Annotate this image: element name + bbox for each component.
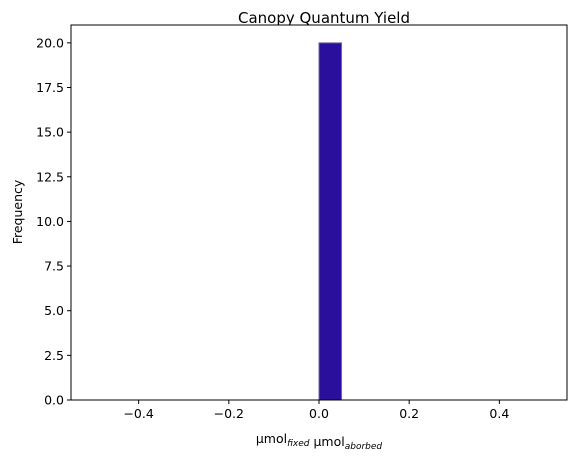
x-tick-label: 0.2 [399, 406, 419, 421]
histogram-bar [318, 42, 343, 401]
x-tick-label: 0.0 [309, 406, 329, 421]
y-tick-label: 5.0 [44, 303, 64, 318]
y-tick-label: 7.5 [44, 259, 64, 274]
x-axis-title-subscript: fixed [287, 439, 310, 449]
x-axis-title-subscript: aborbed [345, 442, 383, 452]
x-tick-label: 0.4 [489, 406, 509, 421]
x-tick-label: −0.2 [214, 406, 244, 421]
x-tick-label: −0.4 [123, 406, 153, 421]
y-tick-label: 10.0 [36, 214, 64, 229]
y-tick-label: 0.0 [44, 393, 64, 408]
x-axis-ticks: −0.4 −0.2 0.0 0.2 0.4 [123, 400, 509, 421]
y-tick-label: 17.5 [36, 80, 64, 95]
x-axis-title: μmolfixed μmolaborbed [256, 431, 383, 452]
y-axis-title: Frequency [10, 179, 25, 244]
axes-frame [70, 24, 568, 401]
chart-title: Canopy Quantum Yield [238, 9, 410, 27]
y-tick-label: 20.0 [36, 35, 64, 50]
x-axis-title-unit: μmol [310, 434, 345, 449]
x-axis-title-unit: μmol [256, 431, 287, 446]
y-tick-label: 2.5 [44, 348, 64, 363]
bars-group [318, 42, 343, 401]
y-tick-label: 12.5 [36, 169, 64, 184]
y-axis-ticks: 0.0 2.5 5.0 7.5 10.0 12.5 15.0 17.5 20.0 [36, 35, 71, 408]
y-tick-label: 15.0 [36, 125, 64, 140]
